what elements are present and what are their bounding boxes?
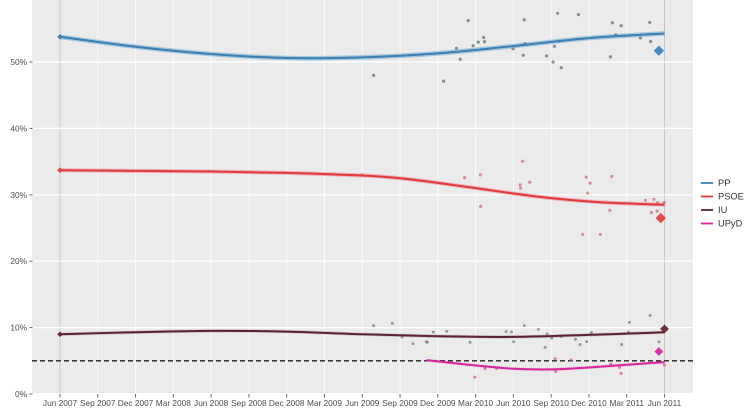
svg-text:Dec 2007: Dec 2007 (118, 398, 154, 408)
svg-text:Dec 2008: Dec 2008 (269, 398, 305, 408)
svg-text:Sep 2010: Sep 2010 (533, 398, 569, 408)
svg-text:Sep 2007: Sep 2007 (80, 398, 116, 408)
svg-text:Jun 2011: Jun 2011 (648, 398, 682, 408)
svg-text:Mar 2011: Mar 2011 (610, 398, 645, 408)
svg-text:PSOE: PSOE (718, 192, 744, 202)
svg-text:Jun 2008: Jun 2008 (194, 398, 229, 408)
svg-text:40%: 40% (10, 123, 27, 133)
svg-text:Jun 2009: Jun 2009 (345, 398, 380, 408)
svg-text:Sep 2009: Sep 2009 (382, 398, 418, 408)
svg-text:IU: IU (718, 205, 727, 215)
svg-text:Jun 2010: Jun 2010 (496, 398, 531, 408)
svg-text:PP: PP (718, 178, 730, 188)
svg-text:UPyD: UPyD (718, 219, 743, 229)
svg-text:Dec 2010: Dec 2010 (571, 398, 607, 408)
svg-text:Mar 2010: Mar 2010 (458, 398, 493, 408)
svg-text:30%: 30% (10, 190, 27, 200)
svg-text:Dec 2009: Dec 2009 (420, 398, 456, 408)
svg-text:Mar 2008: Mar 2008 (156, 398, 191, 408)
svg-text:0%: 0% (15, 389, 28, 399)
svg-text:Sep 2008: Sep 2008 (231, 398, 267, 408)
svg-text:Mar 2009: Mar 2009 (307, 398, 342, 408)
svg-text:Jun 2007: Jun 2007 (43, 398, 78, 408)
svg-text:50%: 50% (10, 57, 27, 67)
svg-text:20%: 20% (10, 256, 27, 266)
svg-text:10%: 10% (10, 323, 27, 333)
